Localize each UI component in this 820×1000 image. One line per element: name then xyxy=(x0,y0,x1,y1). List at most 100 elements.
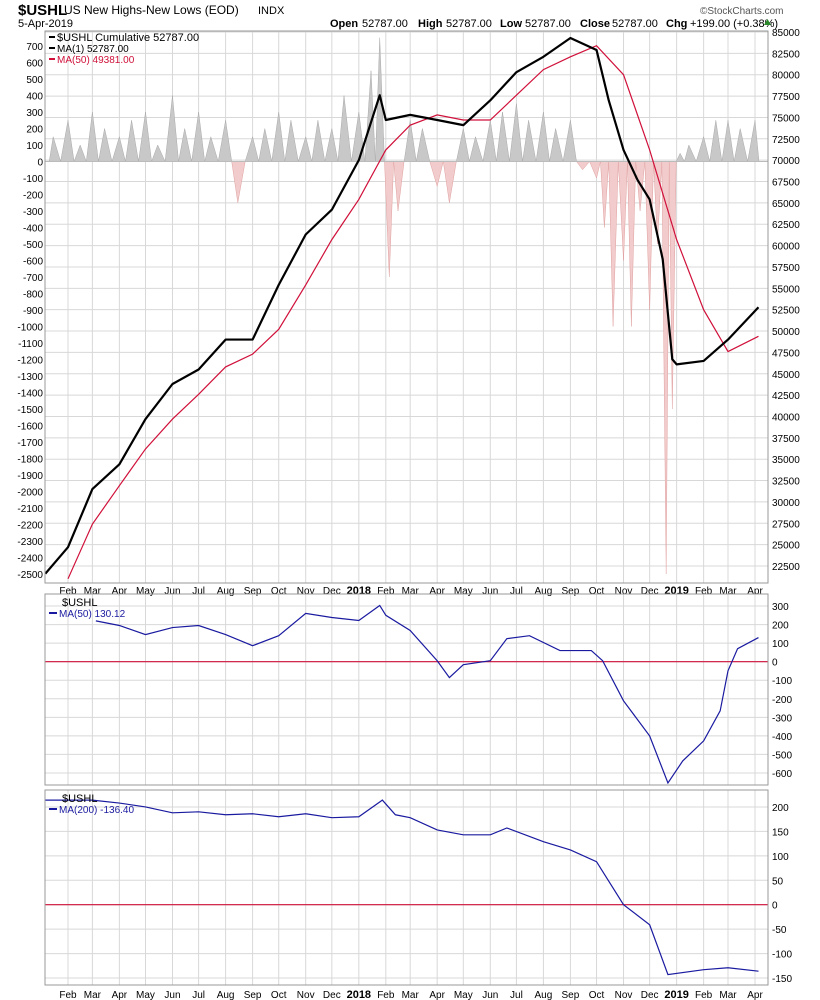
chg-label: Chg xyxy=(666,18,687,30)
x-tick-label: Sep xyxy=(562,586,580,597)
brand-logo: ©StockCharts.com xyxy=(700,6,784,17)
right-axis-tick: -200 xyxy=(772,695,792,706)
right-axis-tick: 37500 xyxy=(772,434,800,445)
histogram-bar xyxy=(204,135,219,162)
right-axis-tick: 300 xyxy=(772,602,789,613)
right-axis-tick: 77500 xyxy=(772,92,800,103)
up-arrow-icon xyxy=(764,19,771,25)
left-axis-tick: -100 xyxy=(23,174,43,185)
histogram-bar xyxy=(271,111,286,162)
right-axis-tick: 0 xyxy=(772,658,778,669)
x-tick-label: Jul xyxy=(510,586,523,597)
x-tick-label: Feb xyxy=(695,586,713,597)
histogram-bar xyxy=(608,161,619,327)
left-axis-tick: -1400 xyxy=(17,389,43,400)
x-axis-main: Feb Mar Apr May Jun Jul Aug Sep Oct Nov Dec 2018 Feb… xyxy=(59,585,763,597)
histogram-bar xyxy=(48,136,61,162)
left-axis-tick: -800 xyxy=(23,290,43,301)
close-label: Close xyxy=(580,18,610,30)
x-tick-label: Aug xyxy=(217,990,235,1000)
right-axis-tick: -400 xyxy=(772,732,792,743)
open-label: Open xyxy=(330,18,358,30)
right-axis-tick: -500 xyxy=(772,750,792,761)
histogram-bar xyxy=(509,103,523,162)
left-axis-tick: -2400 xyxy=(17,554,43,565)
histogram-bar xyxy=(695,135,711,162)
right-axis-tick: 25000 xyxy=(772,541,800,552)
x-tick-label: Nov xyxy=(615,586,633,597)
x-tick-label: Jul xyxy=(192,586,205,597)
right-axis-tick: 0 xyxy=(772,901,778,912)
right-axis-tick: -150 xyxy=(772,974,792,985)
histogram-bar xyxy=(721,120,735,162)
cumulative-line xyxy=(45,36,760,575)
x-tick-label: Mar xyxy=(402,990,420,1000)
histogram-bar xyxy=(403,120,417,162)
x-tick-label: Apr xyxy=(112,586,128,597)
x-tick-label: Oct xyxy=(271,990,287,1000)
right-axis-tick: 60000 xyxy=(772,242,800,253)
histogram-bar xyxy=(98,128,113,162)
left-axis-tick: -600 xyxy=(23,257,43,268)
histogram-bar xyxy=(429,161,444,188)
histogram-bar xyxy=(284,120,299,162)
x-tick-label: Mar xyxy=(402,586,420,597)
legend-entry: MA(50) 49381.00 xyxy=(57,55,135,66)
legend-swatch xyxy=(49,808,57,810)
x-tick-label: Mar xyxy=(719,586,737,597)
panel-symbol: $USHL xyxy=(62,793,97,805)
exchange: INDX xyxy=(258,5,285,17)
x-tick-label: Apr xyxy=(429,586,445,597)
x-tick-label: May xyxy=(136,990,155,1000)
right-axis-tick: 100 xyxy=(772,639,789,650)
left-axis-tick: -2300 xyxy=(17,537,43,548)
histogram-bar xyxy=(482,120,497,162)
ma50-line xyxy=(95,604,759,785)
left-axis-tick: -1700 xyxy=(17,438,43,449)
histogram-bar xyxy=(324,128,339,162)
x-tick-label: Apr xyxy=(429,990,445,1000)
x-tick-label: May xyxy=(136,586,155,597)
x-tick-label: Dec xyxy=(641,586,659,597)
x-tick-label: Aug xyxy=(535,990,553,1000)
left-axis-tick: -300 xyxy=(23,207,43,218)
right-axis-tick: 62500 xyxy=(772,220,800,231)
left-axis-tick: -2000 xyxy=(17,488,43,499)
histogram-bar xyxy=(217,120,232,162)
right-axis-tick: 45000 xyxy=(772,370,800,381)
histogram-bar xyxy=(456,128,470,162)
histogram-bar xyxy=(297,135,313,162)
left-axis-tick: -1300 xyxy=(17,372,43,383)
left-axis-tick: -500 xyxy=(23,240,43,251)
left-axis-tick: 0 xyxy=(37,158,43,169)
histogram-bar xyxy=(73,144,87,162)
histogram-bar xyxy=(661,161,670,575)
histogram-bar xyxy=(393,161,405,212)
x-tick-label: Aug xyxy=(217,586,235,597)
ma200-line xyxy=(45,799,759,976)
right-axis-tick: 100 xyxy=(772,852,789,863)
right-axis-tick: 80000 xyxy=(772,71,800,82)
right-axis-tick: -100 xyxy=(772,676,792,687)
x-tick-label: Nov xyxy=(615,990,633,1000)
x-tick-label: Oct xyxy=(271,586,287,597)
x-tick-label: Feb xyxy=(59,990,77,1000)
panel-frame xyxy=(44,789,769,986)
right-axis-tick: 200 xyxy=(772,803,789,814)
left-axis-tick: -1900 xyxy=(17,471,43,482)
x-tick-label: Jun xyxy=(164,586,180,597)
left-axis-tick: -2200 xyxy=(17,521,43,532)
right-axis-tick: 200 xyxy=(772,621,789,632)
high-label: High xyxy=(418,18,443,30)
left-axis-tick: 500 xyxy=(26,75,43,86)
histogram-bar xyxy=(231,161,246,203)
x-tick-label: Feb xyxy=(377,990,395,1000)
left-axis-tick: -200 xyxy=(23,191,43,202)
histogram-bar xyxy=(684,144,697,162)
x-tick-label: Apr xyxy=(747,990,763,1000)
left-axis-tick: -1800 xyxy=(17,455,43,466)
panel-frame xyxy=(44,593,769,786)
x-tick-label: Mar xyxy=(719,990,737,1000)
x-tick-label: Sep xyxy=(244,586,262,597)
